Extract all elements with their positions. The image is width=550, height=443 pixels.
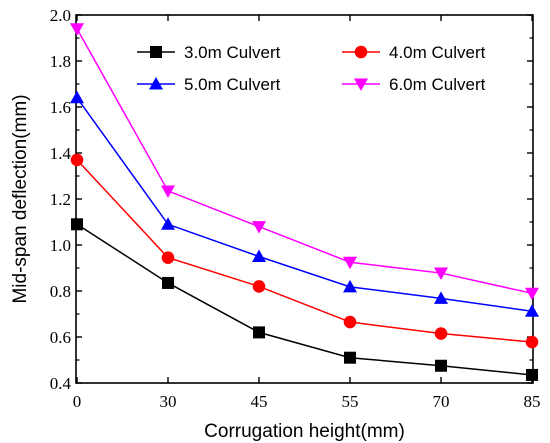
- y-tick-label: 1.0: [50, 236, 71, 255]
- legend-marker: [149, 77, 163, 90]
- legend-label: 6.0m Culvert: [389, 75, 486, 94]
- y-tick-label: 0.4: [50, 374, 72, 393]
- y-tick-label: 1.4: [50, 144, 72, 163]
- data-point: [70, 23, 84, 36]
- legend-marker: [354, 78, 368, 91]
- legend-marker: [150, 46, 162, 58]
- x-tick-label: 85: [524, 392, 541, 411]
- legend-item: 6.0m Culvert: [342, 75, 486, 94]
- data-point: [161, 217, 175, 230]
- data-point: [70, 90, 84, 104]
- y-tick-label: 2.0: [50, 6, 71, 25]
- plot-area: [75, 14, 534, 384]
- data-point: [343, 279, 357, 293]
- data-point: [252, 280, 266, 293]
- legend-item: 3.0m Culvert: [137, 43, 281, 62]
- legend: 3.0m Culvert 4.0m Culvert 5.0m Culvert 6.0m…: [137, 43, 486, 94]
- data-point: [70, 153, 84, 167]
- y-axis-title: Mid-span deflection(mm): [10, 94, 31, 303]
- y-tick-label: 0.8: [50, 282, 71, 301]
- legend-label: 5.0m Culvert: [184, 75, 281, 94]
- series-line: [76, 28, 533, 295]
- x-tick-label: 55: [342, 392, 359, 411]
- series-line: [76, 159, 533, 343]
- y-tick-label: 1.6: [50, 98, 71, 117]
- series-line: [76, 97, 533, 312]
- data-point: [434, 291, 448, 304]
- data-point: [162, 276, 174, 289]
- legend-label: 4.0m Culvert: [389, 43, 486, 62]
- series-2: [70, 153, 539, 349]
- legend-label: 3.0m Culvert: [184, 43, 281, 62]
- data-point: [435, 359, 447, 372]
- data-point: [525, 304, 539, 317]
- y-tick-label: 1.2: [50, 190, 71, 209]
- data-point: [252, 221, 266, 234]
- x-axis: 0 30 45 55 70 85: [73, 15, 541, 411]
- x-tick-label: 70: [433, 392, 450, 411]
- data-point: [344, 351, 356, 364]
- data-point: [253, 326, 265, 339]
- x-axis-title: Corrugation height(mm): [204, 421, 405, 442]
- series-4: [70, 23, 539, 301]
- y-tick-label: 1.8: [50, 52, 71, 71]
- data-point: [526, 368, 538, 381]
- plot-border: [75, 14, 534, 384]
- data-point: [343, 315, 357, 329]
- x-tick-label: 45: [251, 392, 268, 411]
- data-point: [343, 256, 357, 270]
- legend-item: 5.0m Culvert: [137, 75, 281, 94]
- legend-item: 4.0m Culvert: [342, 43, 486, 62]
- data-point: [71, 218, 83, 231]
- series-line: [76, 223, 533, 376]
- y-tick-label: 0.6: [50, 328, 71, 347]
- data-point: [161, 185, 175, 198]
- series-layer: [70, 23, 539, 381]
- legend-marker: [354, 45, 368, 59]
- data-point: [252, 249, 266, 262]
- series-1: [71, 218, 538, 381]
- data-point: [525, 287, 539, 301]
- data-point: [161, 251, 175, 264]
- x-tick-label: 0: [73, 392, 82, 411]
- data-point: [525, 335, 539, 349]
- data-point: [434, 267, 448, 281]
- x-tick-label: 30: [160, 392, 177, 411]
- data-point: [434, 327, 448, 340]
- series-3: [70, 90, 539, 317]
